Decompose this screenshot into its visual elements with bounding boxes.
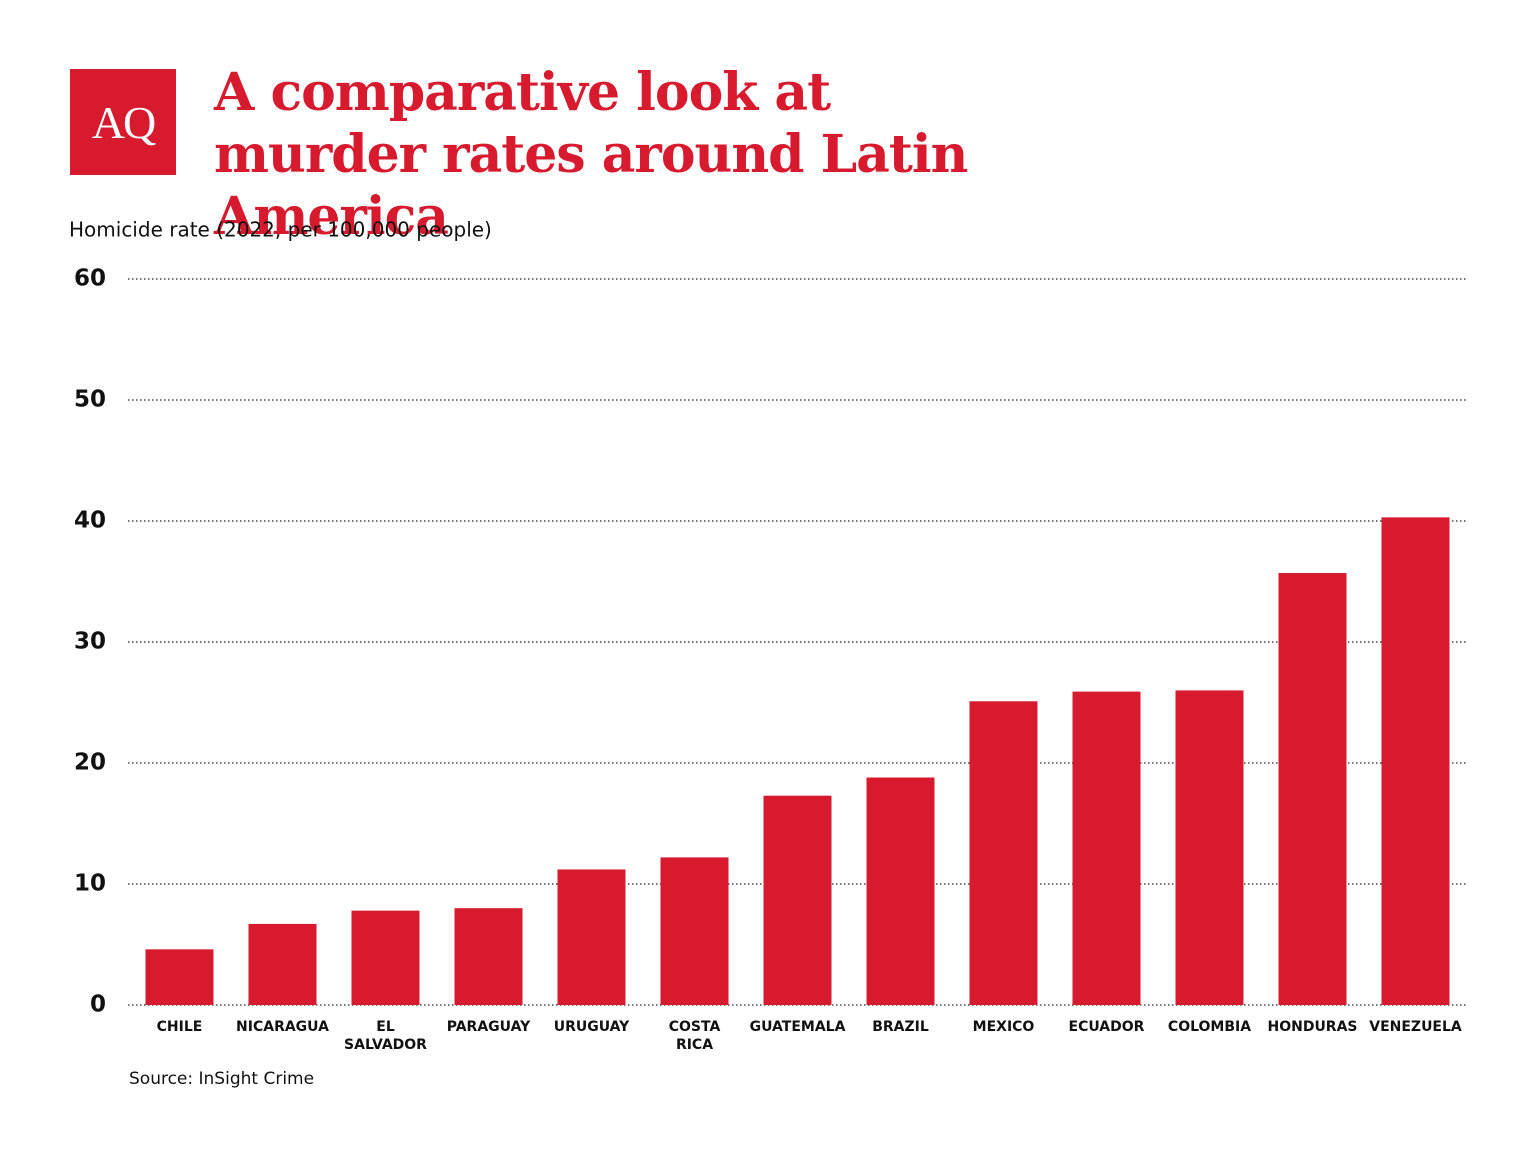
x-tick-label: BRAZIL xyxy=(872,1019,929,1035)
bar xyxy=(1072,691,1141,1005)
chart-title: A comparative look at murder rates aroun… xyxy=(214,62,968,247)
x-tick-label: EL SALVADOR xyxy=(344,1019,427,1053)
bar xyxy=(454,908,523,1005)
x-tick-label: NICARAGUA xyxy=(236,1019,329,1035)
x-tick-label: COSTA RICA xyxy=(669,1019,721,1053)
y-tick-label: 40 xyxy=(74,508,106,534)
y-tick-label: 30 xyxy=(74,629,106,655)
bar xyxy=(1175,690,1244,1005)
x-tick-label: HONDURAS xyxy=(1267,1019,1357,1035)
y-tick-label: 10 xyxy=(74,871,106,897)
bar xyxy=(969,701,1038,1005)
x-tick-label: URUGUAY xyxy=(554,1019,630,1035)
bar xyxy=(763,795,832,1005)
x-tick-label: COLOMBIA xyxy=(1168,1019,1251,1035)
x-tick-label: VENEZUELA xyxy=(1369,1019,1462,1035)
x-tick-label: CHILE xyxy=(157,1019,203,1035)
bar xyxy=(660,857,729,1005)
bar xyxy=(866,777,935,1005)
y-tick-label: 50 xyxy=(74,387,106,413)
y-tick-label: 20 xyxy=(74,750,106,776)
x-tick-label: PARAGUAY xyxy=(447,1019,531,1035)
bar xyxy=(557,869,626,1005)
x-tick-label: ECUADOR xyxy=(1069,1019,1145,1035)
bar xyxy=(145,949,214,1005)
source: Source: InSight Crime xyxy=(129,1069,314,1089)
bar xyxy=(1278,573,1347,1005)
y-tick-label: 60 xyxy=(74,266,106,292)
bar xyxy=(351,910,420,1005)
y-tick-label: 0 xyxy=(90,992,106,1018)
x-tick-label: MEXICO xyxy=(973,1019,1035,1035)
bar xyxy=(248,923,317,1005)
logo: AQ xyxy=(70,69,176,175)
axis-label: Homicide rate (2022, per 100,000 people) xyxy=(69,218,492,242)
bar xyxy=(1381,517,1450,1005)
x-tick-label: GUATEMALA xyxy=(750,1019,846,1035)
